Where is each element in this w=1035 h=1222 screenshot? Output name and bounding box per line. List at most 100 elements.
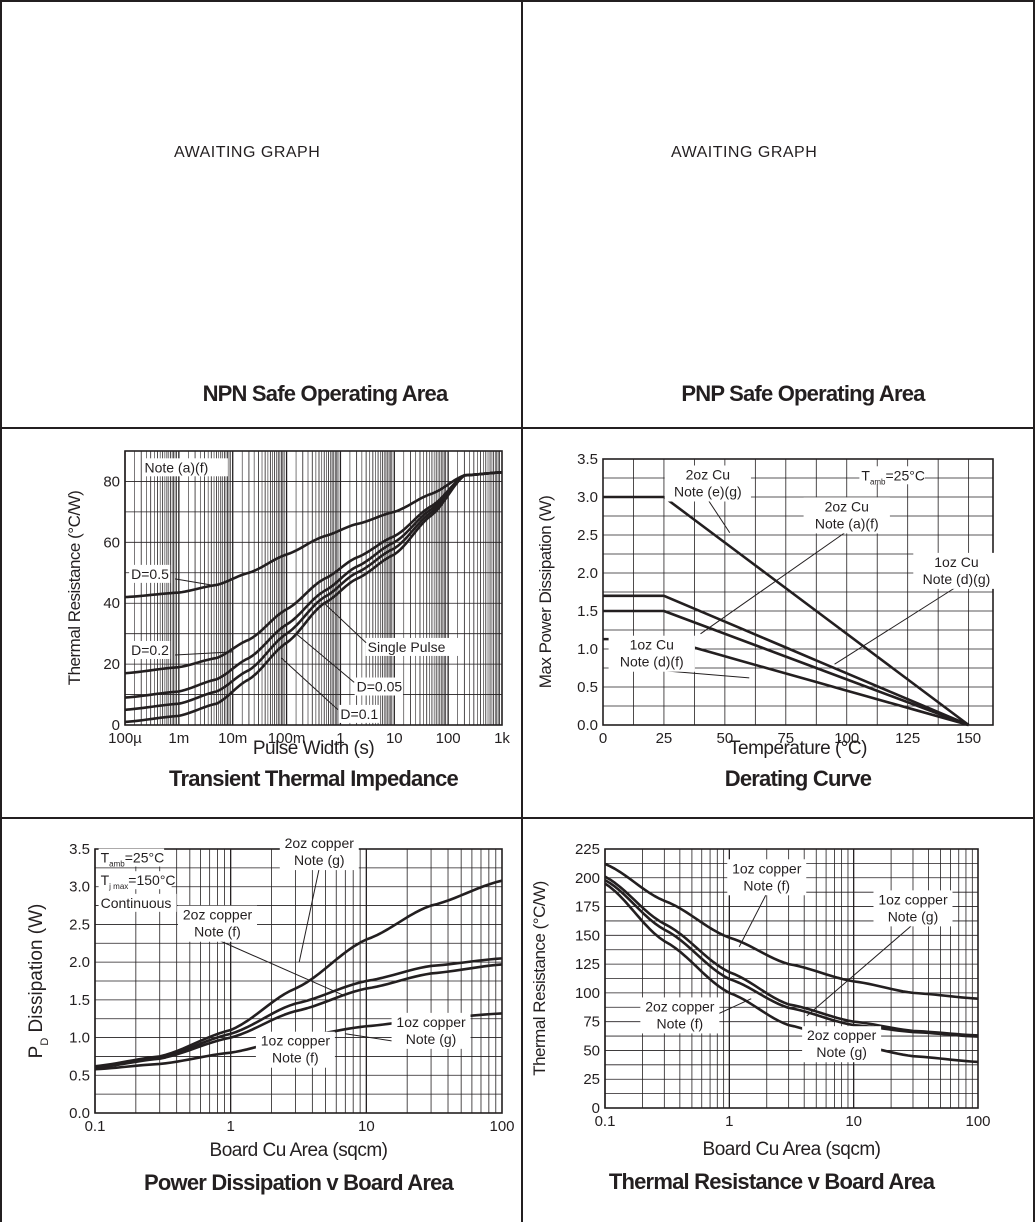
annotation-bg (98, 871, 172, 890)
x-tick-label: 0.1 (595, 1113, 616, 1130)
x-tick-label: 0 (599, 730, 607, 747)
annotation-bg (129, 640, 171, 659)
x-tick-label: 150 (956, 730, 981, 747)
plot-frame (602, 458, 994, 726)
y-axis-label: Thermal Resistance (°C/W) (65, 491, 84, 686)
x-tick-label: 100 (489, 1118, 514, 1135)
x-tick-label: 1 (725, 1113, 733, 1130)
frame-left (0, 0, 2, 1222)
y-tick-label: 50 (583, 1042, 600, 1059)
y-tick-label: 3.0 (577, 489, 598, 506)
x-tick-label: 50 (717, 730, 734, 747)
callout-label: 2oz Cu (825, 498, 869, 514)
callout-bg (803, 497, 890, 534)
y-tick-label: 2.5 (69, 916, 90, 933)
frame-center (521, 0, 523, 1222)
annotation-bg (859, 466, 925, 485)
leader-line (175, 651, 233, 656)
leader-line (834, 586, 957, 665)
callout-bg (913, 552, 1000, 589)
frame-row-divider-2 (0, 817, 1035, 819)
x-axis-label: Temperature (°C) (729, 738, 867, 759)
y-tick-label: 100 (575, 985, 600, 1002)
y-tick-label: 25 (583, 1071, 600, 1088)
y-tick-label: 40 (103, 595, 120, 612)
npn-soa-panel: AWAITING GRAPH NPN Safe Operating Area (0, 0, 521, 427)
x-tick-label: 100 (834, 730, 859, 747)
x-tick-label: 10m (218, 730, 247, 747)
y-tick-label: 2.0 (577, 565, 598, 582)
x-tick-label: 1 (226, 1118, 234, 1135)
callout-label: 2oz copper (807, 1027, 877, 1043)
npn-soa-title: NPN Safe Operating Area (202, 381, 449, 406)
callout-bg (727, 859, 807, 896)
callout-label: 1oz copper (396, 1014, 466, 1030)
callout-bg (640, 997, 720, 1034)
callout-label: 2oz copper (183, 907, 253, 923)
y-tick-label: 80 (103, 473, 120, 490)
y-tick-label: 0 (112, 717, 120, 734)
series-2oz-cu-note-a-f- (603, 594, 970, 727)
x-tick-label: 10 (845, 1113, 862, 1130)
callout-bg (279, 834, 359, 871)
y-tick-label: 3.5 (577, 451, 598, 468)
series-2oz-copper-note-f- (604, 878, 979, 1038)
callout-label: Note (f) (272, 1050, 319, 1066)
x-tick-label: 100 (436, 730, 461, 747)
callout-bg (178, 905, 258, 942)
leader-line (738, 893, 768, 948)
leader-line (298, 867, 320, 963)
callout-label: 1oz Cu (630, 637, 674, 653)
callout-label: 2oz Cu (686, 466, 730, 482)
callout-bg (873, 890, 953, 927)
callout-label: Note (g) (406, 1031, 457, 1047)
leader-line (700, 530, 848, 635)
annotation-bg (142, 458, 228, 477)
callout-bg (255, 1031, 335, 1068)
y-tick-label: 0.0 (69, 1105, 90, 1122)
x-tick-label: 125 (895, 730, 920, 747)
x-axis-label: Board Cu Area (sqcm) (210, 1140, 388, 1161)
callout-label: 1oz copper (878, 891, 948, 907)
chart-title: Power Dissipation v Board Area (144, 1170, 455, 1195)
frame-row-divider-1 (0, 427, 1035, 429)
y-tick-label: 1.5 (577, 603, 598, 620)
power-dissipation-board-area-chart: 0.1 1 10 100 0.0 0.5 1.0 1.5 2.0 2.5 3.0 3.5 Board C… (26, 834, 515, 1195)
x-tick-label: 1k (494, 730, 510, 747)
callout-bg (664, 465, 751, 502)
y-tick-label: 175 (575, 899, 600, 916)
leader-line (323, 602, 367, 644)
annotation-label: D=0.2 (131, 642, 169, 658)
leader-line (806, 923, 914, 1017)
annotation-label: Tamb=25°C (101, 850, 165, 869)
frame-right (1033, 0, 1035, 1222)
y-tick-label: 3.5 (69, 841, 90, 858)
x-tick-label: 1 (336, 730, 344, 747)
x-tick-label: 75 (777, 730, 794, 747)
y-tick-label: 200 (575, 870, 600, 887)
y-tick-label: 3.0 (69, 879, 90, 896)
annotation-label: Tj max=150°C (101, 872, 176, 891)
leader-line (707, 499, 731, 533)
grid (602, 458, 993, 726)
y-tick-label: 75 (583, 1014, 600, 1031)
callout-bg (802, 1026, 882, 1063)
callout-label: Note (d)(g) (923, 571, 991, 587)
y-tick-label: 125 (575, 956, 600, 973)
x-tick-label: 1m (168, 730, 189, 747)
npn-awaiting-text: AWAITING GRAPH (174, 144, 321, 161)
y-axis-label: PD Dissipation (W) (26, 904, 51, 1059)
chart-title: Thermal Resistance v Board Area (609, 1169, 936, 1194)
series-d-0-5 (124, 471, 503, 599)
leader-line (217, 939, 346, 997)
x-tick-label: 100µ (108, 730, 142, 747)
y-tick-label: 1.0 (69, 1030, 90, 1047)
y-tick-label: 0.5 (69, 1067, 90, 1084)
y-tick-label: 1.0 (577, 641, 598, 658)
series-1oz-copper-note-g- (94, 963, 503, 1070)
leader-line (281, 657, 339, 711)
pnp-awaiting-text: AWAITING GRAPH (671, 144, 818, 161)
annotation-bg (129, 564, 171, 583)
annotation-bg (365, 637, 459, 656)
